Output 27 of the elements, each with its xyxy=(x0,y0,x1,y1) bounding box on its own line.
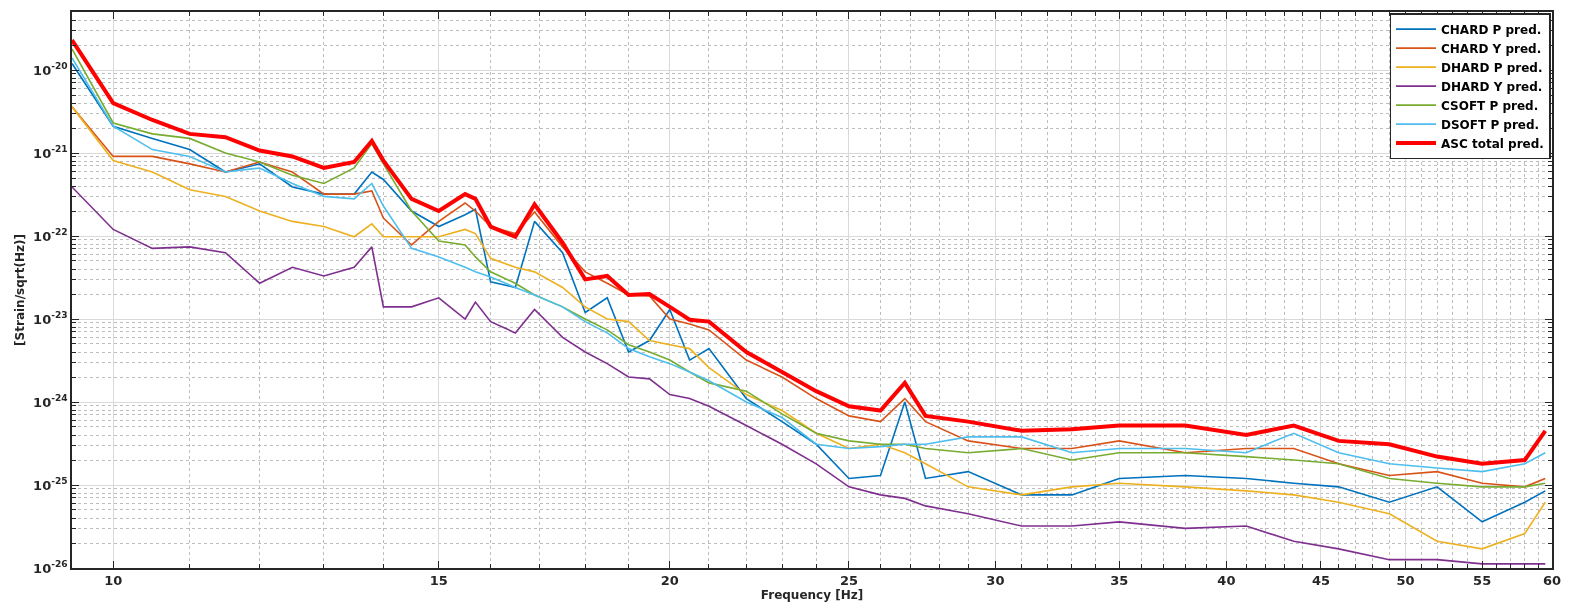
y-tick-label: 10$^{-20}$ xyxy=(33,61,68,78)
y-tick-label: 10$^{-21}$ xyxy=(33,144,68,161)
x-tick-label: 55 xyxy=(1473,573,1492,589)
legend-label: ASC total pred. xyxy=(1441,136,1544,151)
x-tick-label: 50 xyxy=(1396,573,1415,589)
y-tick-label: 10$^{-23}$ xyxy=(33,310,68,327)
y-tick-label: 10$^{-26}$ xyxy=(33,559,68,576)
x-tick-label: 20 xyxy=(660,573,679,589)
x-tick-label: 10 xyxy=(104,573,123,589)
legend-label: CHARD Y pred. xyxy=(1441,41,1542,56)
x-tick-label: 40 xyxy=(1217,573,1236,589)
y-tick-label: 10$^{-22}$ xyxy=(33,227,68,244)
legend-label: DSOFT P pred. xyxy=(1441,117,1540,132)
legend-label: DHARD Y pred. xyxy=(1441,79,1543,94)
x-tick-label: 25 xyxy=(839,573,859,589)
legend-label: CSOFT P pred. xyxy=(1441,98,1539,113)
x-tick-label: 35 xyxy=(1110,573,1129,589)
y-tick-label: 10$^{-25}$ xyxy=(33,476,68,493)
x-tick-label: 60 xyxy=(1542,573,1562,589)
y-axis-title: [Strain/sqrt(Hz)] xyxy=(12,234,27,346)
legend-label: DHARD P pred. xyxy=(1441,60,1543,75)
x-tick-label: 45 xyxy=(1311,573,1331,589)
x-tick-label: 15 xyxy=(429,573,448,589)
legend-label: CHARD P pred. xyxy=(1441,22,1542,37)
x-tick-label: 30 xyxy=(986,573,1005,589)
x-axis-title: Frequency [Hz] xyxy=(760,588,864,603)
y-tick-label: 10$^{-24}$ xyxy=(33,393,68,410)
